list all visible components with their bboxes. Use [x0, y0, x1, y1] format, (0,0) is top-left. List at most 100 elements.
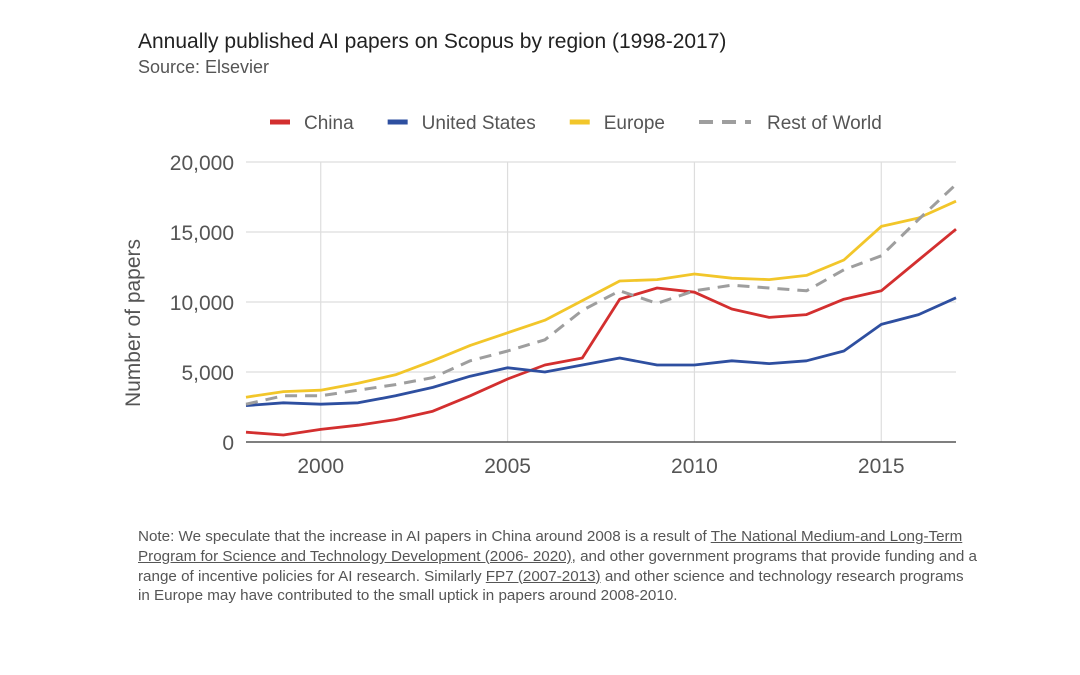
axis-layer: 0 5,000 10,000 15,000 20,000 2000 2005 2010 2015 — [170, 152, 956, 478]
fp7-link[interactable]: FP7 (2007-2013) — [485, 567, 601, 585]
data-point-rest-of-world — [693, 289, 696, 292]
data-point-rest-of-world — [581, 309, 584, 312]
x-tick-label: 2010 — [671, 455, 718, 478]
data-point-europe — [805, 274, 808, 277]
data-point-rest-of-world — [656, 302, 659, 305]
data-point-europe — [431, 359, 434, 362]
y-tick-label: 0 — [222, 432, 234, 455]
data-point-europe — [618, 280, 621, 283]
data-point-rest-of-world — [842, 268, 845, 271]
y-tick-label: 20,000 — [170, 152, 234, 175]
data-point-united-states — [656, 364, 659, 367]
x-tick-label: 2015 — [858, 455, 905, 478]
data-point-rest-of-world — [357, 389, 360, 392]
data-point-china — [431, 410, 434, 413]
data-point-united-states — [917, 313, 920, 316]
line-chart: 0 5,000 10,000 15,000 20,000 2000 2005 2010 2015… — [122, 113, 958, 478]
legend: China United States Europe Rest of World — [270, 113, 882, 134]
data-point-united-states — [955, 296, 958, 299]
series-line-china — [245, 228, 957, 437]
data-point-rest-of-world — [506, 350, 509, 353]
series-layer — [245, 183, 958, 437]
legend-label-rest-of-world: Rest of World — [767, 113, 882, 134]
y-axis-label: Number of papers — [122, 239, 145, 407]
data-point-china — [282, 434, 285, 437]
data-point-rest-of-world — [917, 218, 920, 221]
data-point-china — [581, 357, 584, 360]
data-point-united-states — [431, 386, 434, 389]
data-point-europe — [506, 331, 509, 334]
data-point-united-states — [394, 394, 397, 397]
series-line-rest-of-world — [245, 183, 958, 406]
data-point-europe — [880, 225, 883, 228]
data-point-rest-of-world — [245, 403, 248, 406]
legend-label-china: China — [304, 113, 354, 134]
y-tick-label: 5,000 — [181, 362, 234, 385]
data-point-china — [245, 431, 248, 434]
data-point-china — [357, 424, 360, 427]
data-point-europe — [282, 390, 285, 393]
data-point-china — [506, 378, 509, 381]
series-line-europe — [245, 199, 957, 399]
data-point-europe — [842, 259, 845, 262]
data-point-europe — [730, 277, 733, 280]
data-point-europe — [768, 278, 771, 281]
data-point-europe — [656, 278, 659, 281]
note-text-post: and other science and technology researc… — [138, 567, 964, 605]
data-point-rest-of-world — [805, 289, 808, 292]
data-point-europe — [955, 200, 958, 203]
data-point-united-states — [357, 401, 360, 404]
data-point-europe — [394, 373, 397, 376]
note-text-pre: Note: We speculate that the increase in … — [138, 528, 711, 545]
data-point-united-states — [842, 350, 845, 353]
data-point-united-states — [469, 375, 472, 378]
data-point-china — [768, 316, 771, 319]
data-point-china — [394, 418, 397, 421]
legend-label-united-states: United States — [422, 113, 536, 134]
data-point-china — [618, 298, 621, 301]
x-tick-label: 2000 — [297, 455, 344, 478]
grid-layer — [246, 161, 956, 442]
data-point-rest-of-world — [282, 394, 285, 397]
footnote: Note: We speculate that the increase in … — [138, 527, 978, 606]
data-point-china — [319, 428, 322, 431]
data-point-united-states — [730, 359, 733, 362]
y-tick-label: 10,000 — [170, 292, 234, 315]
national-program-link[interactable]: The National Medium-and Long-Term Progra… — [138, 528, 963, 565]
data-point-europe — [357, 382, 360, 385]
data-point-rest-of-world — [768, 287, 771, 290]
data-point-china — [469, 394, 472, 397]
data-point-rest-of-world — [730, 284, 733, 287]
data-point-united-states — [768, 362, 771, 365]
data-point-rest-of-world — [394, 383, 397, 386]
data-point-rest-of-world — [544, 338, 547, 341]
data-point-europe — [245, 396, 248, 399]
data-point-china — [880, 289, 883, 292]
data-point-united-states — [319, 403, 322, 406]
data-point-united-states — [506, 366, 509, 369]
data-point-europe — [693, 273, 696, 276]
y-tick-label: 15,000 — [170, 222, 234, 245]
data-point-china — [805, 313, 808, 316]
series-line-united-states — [245, 296, 957, 407]
data-point-china — [955, 228, 958, 231]
note-text-mid: , and other government programs that pro… — [138, 547, 977, 585]
data-point-united-states — [880, 323, 883, 326]
data-point-rest-of-world — [469, 359, 472, 362]
data-point-united-states — [282, 401, 285, 404]
data-point-rest-of-world — [431, 376, 434, 379]
data-point-europe — [469, 344, 472, 347]
legend-label-europe: Europe — [604, 113, 665, 134]
data-point-china — [917, 259, 920, 262]
data-point-united-states — [581, 364, 584, 367]
data-point-europe — [319, 389, 322, 392]
data-point-rest-of-world — [618, 289, 621, 292]
data-point-rest-of-world — [955, 183, 958, 186]
chart-title: Annually published AI papers on Scopus b… — [138, 30, 727, 53]
data-point-rest-of-world — [880, 254, 883, 257]
data-point-china — [656, 287, 659, 290]
data-point-united-states — [693, 364, 696, 367]
x-tick-label: 2005 — [484, 455, 531, 478]
chart-source: Source: Elsevier — [138, 57, 270, 77]
data-point-europe — [581, 299, 584, 302]
